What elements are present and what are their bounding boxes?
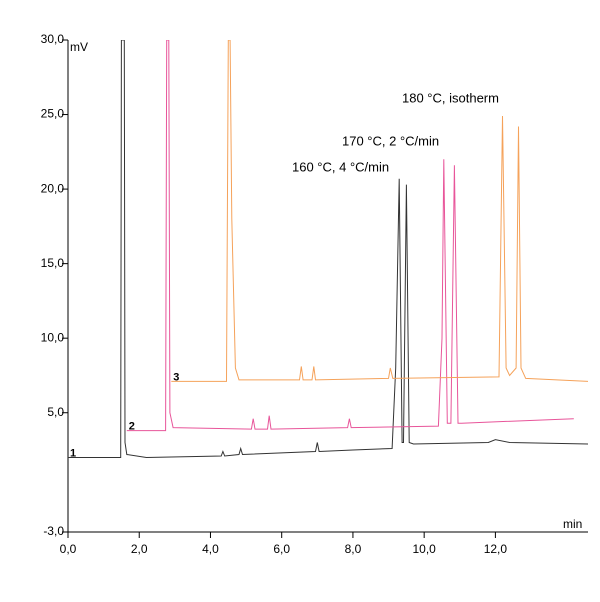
series-name: 160 °C, 4 °C/min	[292, 159, 389, 174]
plot-area	[68, 40, 588, 459]
y-tick-label: -3,0	[43, 524, 64, 538]
y-tick-label: 10,0	[41, 330, 65, 344]
x-tick-label: 8,0	[345, 542, 362, 556]
x-tick-label: 10,0	[412, 542, 436, 556]
series-name: 180 °C, isotherm	[402, 90, 499, 105]
trace-number: 2	[129, 421, 135, 433]
series-line	[126, 40, 574, 432]
x-tick-label: 0,0	[60, 542, 77, 556]
x-tick-label: 6,0	[273, 542, 290, 556]
y-tick-label: 5,0	[47, 405, 64, 419]
y-axis-label: mV	[70, 40, 88, 54]
x-tick-label: 12,0	[484, 542, 508, 556]
x-tick-label: 2,0	[131, 542, 148, 556]
x-tick-label: 4,0	[202, 542, 219, 556]
x-axis-label: min	[563, 517, 582, 531]
series-line	[171, 40, 588, 382]
y-tick-label: 20,0	[41, 181, 65, 195]
y-tick-label: 30,0	[41, 32, 65, 46]
trace-number: 3	[173, 371, 179, 383]
y-tick-label: 15,0	[41, 256, 65, 270]
series-name: 170 °C, 2 °C/min	[342, 133, 439, 148]
series-line	[68, 40, 588, 459]
y-tick-label: 25,0	[41, 107, 65, 121]
trace-number: 1	[70, 447, 76, 459]
